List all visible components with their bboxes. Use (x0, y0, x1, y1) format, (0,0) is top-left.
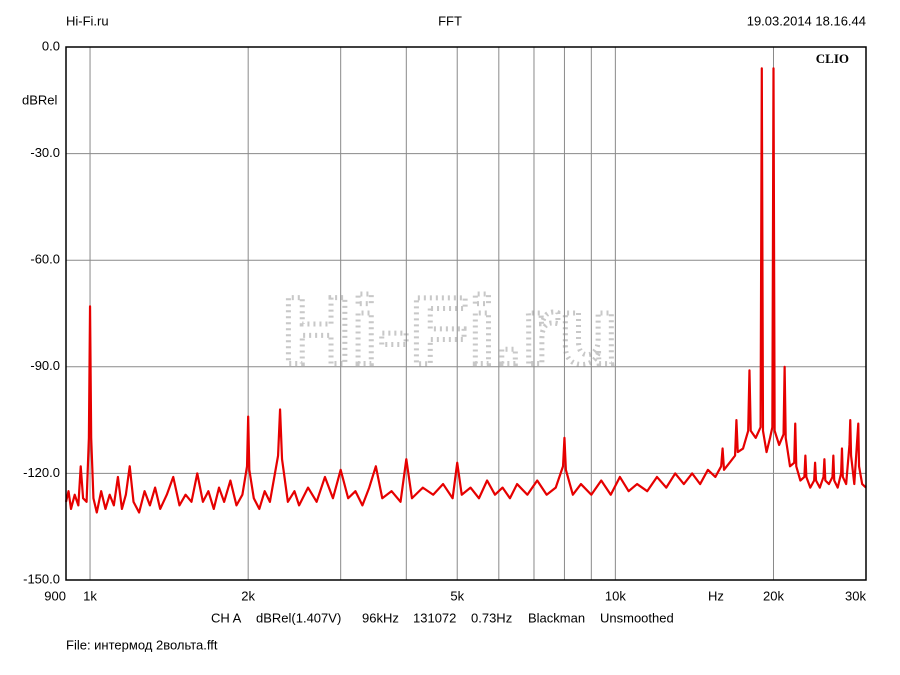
x-tick-label: 20k (763, 588, 784, 603)
site-label: Hi-Fi.ru (66, 13, 109, 28)
x-tick-label: 30k (845, 588, 866, 603)
mode-label: FFT (438, 13, 462, 28)
setting-label: CH A (211, 610, 242, 625)
plot-frame (65, 46, 867, 581)
spectrum-line (64, 67, 867, 514)
file-label: File: интермод 2вольта.fft (66, 637, 218, 652)
y-tick-label: 0.0 (42, 38, 60, 53)
setting-label: 96kHz (362, 610, 399, 625)
x-tick-label: 900 (44, 588, 66, 603)
timestamp: 19.03.2014 18.16.44 (747, 13, 866, 28)
setting-label: Blackman (528, 610, 585, 625)
watermark: Hi-Fi.ru (282, 277, 618, 384)
y-tick-label: -150.0 (23, 571, 60, 586)
y-tick-label: -90.0 (30, 358, 60, 373)
setting-label: 131072 (413, 610, 456, 625)
setting-label: 0.73Hz (471, 610, 512, 625)
setting-label: dBRel(1.407V) (256, 610, 341, 625)
setting-label: Unsmoothed (600, 610, 674, 625)
brand: CLIO (816, 51, 849, 66)
x-tick-label: 5k (450, 588, 464, 603)
y-tick-label: -120.0 (23, 465, 60, 480)
x-tick-label: 1k (83, 588, 97, 603)
x-axis-label: Hz (708, 588, 724, 603)
x-tick-label: 2k (241, 588, 255, 603)
y-axis-label: dBRel (22, 92, 58, 107)
y-tick-label: -30.0 (30, 145, 60, 160)
x-tick-label: 10k (605, 588, 626, 603)
y-tick-label: -60.0 (30, 252, 60, 267)
